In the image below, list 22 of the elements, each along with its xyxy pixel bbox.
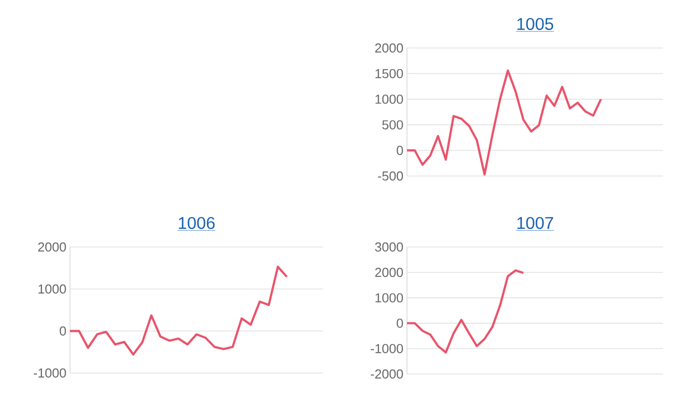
- y-tick-label: 1000: [38, 284, 66, 294]
- y-tick-label: 1000: [376, 293, 403, 302]
- line-series: [406, 69, 602, 176]
- y-tick-label: 2000: [375, 43, 403, 53]
- y-tick-label: 500: [382, 120, 403, 130]
- chart-title: 1005: [517, 18, 554, 30]
- y-tick-label: 1000: [376, 94, 403, 104]
- y-tick-label: -1000: [370, 344, 403, 354]
- line-series: [406, 269, 524, 354]
- line-series: [68, 266, 288, 356]
- y-tick-label: 0: [396, 318, 403, 328]
- y-tick-label: 3000: [375, 242, 403, 252]
- y-tick-label: -1000: [34, 368, 66, 378]
- y-tick-label: -500: [378, 171, 403, 181]
- y-tick-label: -2000: [370, 369, 403, 379]
- y-tick-label: 2000: [375, 268, 403, 277]
- chart-title: 1007: [517, 216, 554, 230]
- y-tick-label: 1500: [376, 68, 403, 78]
- chart-title: 1006: [178, 216, 215, 230]
- y-tick-label: 0: [60, 326, 66, 336]
- y-tick-label: 0: [396, 146, 403, 155]
- y-tick-label: 2000: [38, 242, 66, 252]
